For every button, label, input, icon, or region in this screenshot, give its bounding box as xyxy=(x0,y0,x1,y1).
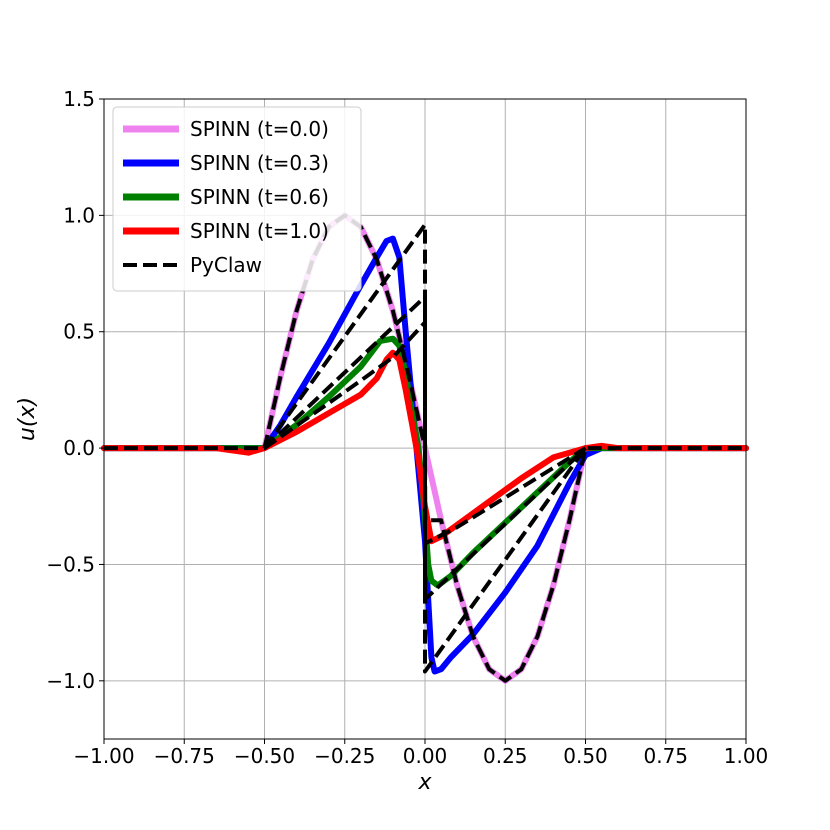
y-tick-label: 0.0 xyxy=(63,436,95,460)
x-tick-label: −0.25 xyxy=(314,744,375,768)
series-line xyxy=(104,213,746,683)
x-axis-label: x xyxy=(417,770,432,795)
ticks: −1.00 −0.75 −0.50 −0.25 0.00 0.25 0.50 0.75 1.00… xyxy=(46,87,768,768)
y-tick-label: 0.5 xyxy=(63,320,95,344)
x-tick-label: −0.75 xyxy=(154,744,215,768)
x-tick-label: −1.00 xyxy=(73,744,134,768)
legend: SPINN (t=0.0) SPINN (t=0.3) SPINN (t=0.6) S… xyxy=(112,106,362,292)
series-layer xyxy=(101,212,749,684)
y-tick-label: −0.5 xyxy=(46,552,95,576)
x-tick-label: 0.25 xyxy=(483,744,528,768)
x-tick-label: 1.00 xyxy=(724,744,769,768)
y-tick-label: 1.0 xyxy=(63,203,95,227)
legend-box xyxy=(112,106,362,292)
x-tick-label: −0.50 xyxy=(234,744,295,768)
x-tick-label: 0.75 xyxy=(643,744,688,768)
series-line-segment xyxy=(263,320,587,546)
legend-label: SPINN (t=0.0) xyxy=(190,117,329,141)
y-axis-label: u(x) xyxy=(15,397,40,441)
legend-label: SPINN (t=1.0) xyxy=(190,219,329,243)
legend-label: SPINN (t=0.6) xyxy=(190,185,329,209)
y-tick-label: 1.5 xyxy=(63,87,95,111)
y-tick-label: −1.0 xyxy=(46,669,95,693)
x-tick-label: 0.50 xyxy=(563,744,608,768)
legend-label: SPINN (t=0.3) xyxy=(190,151,329,175)
x-tick-label: 0.00 xyxy=(403,744,448,768)
legend-label: PyClaw xyxy=(190,253,262,277)
